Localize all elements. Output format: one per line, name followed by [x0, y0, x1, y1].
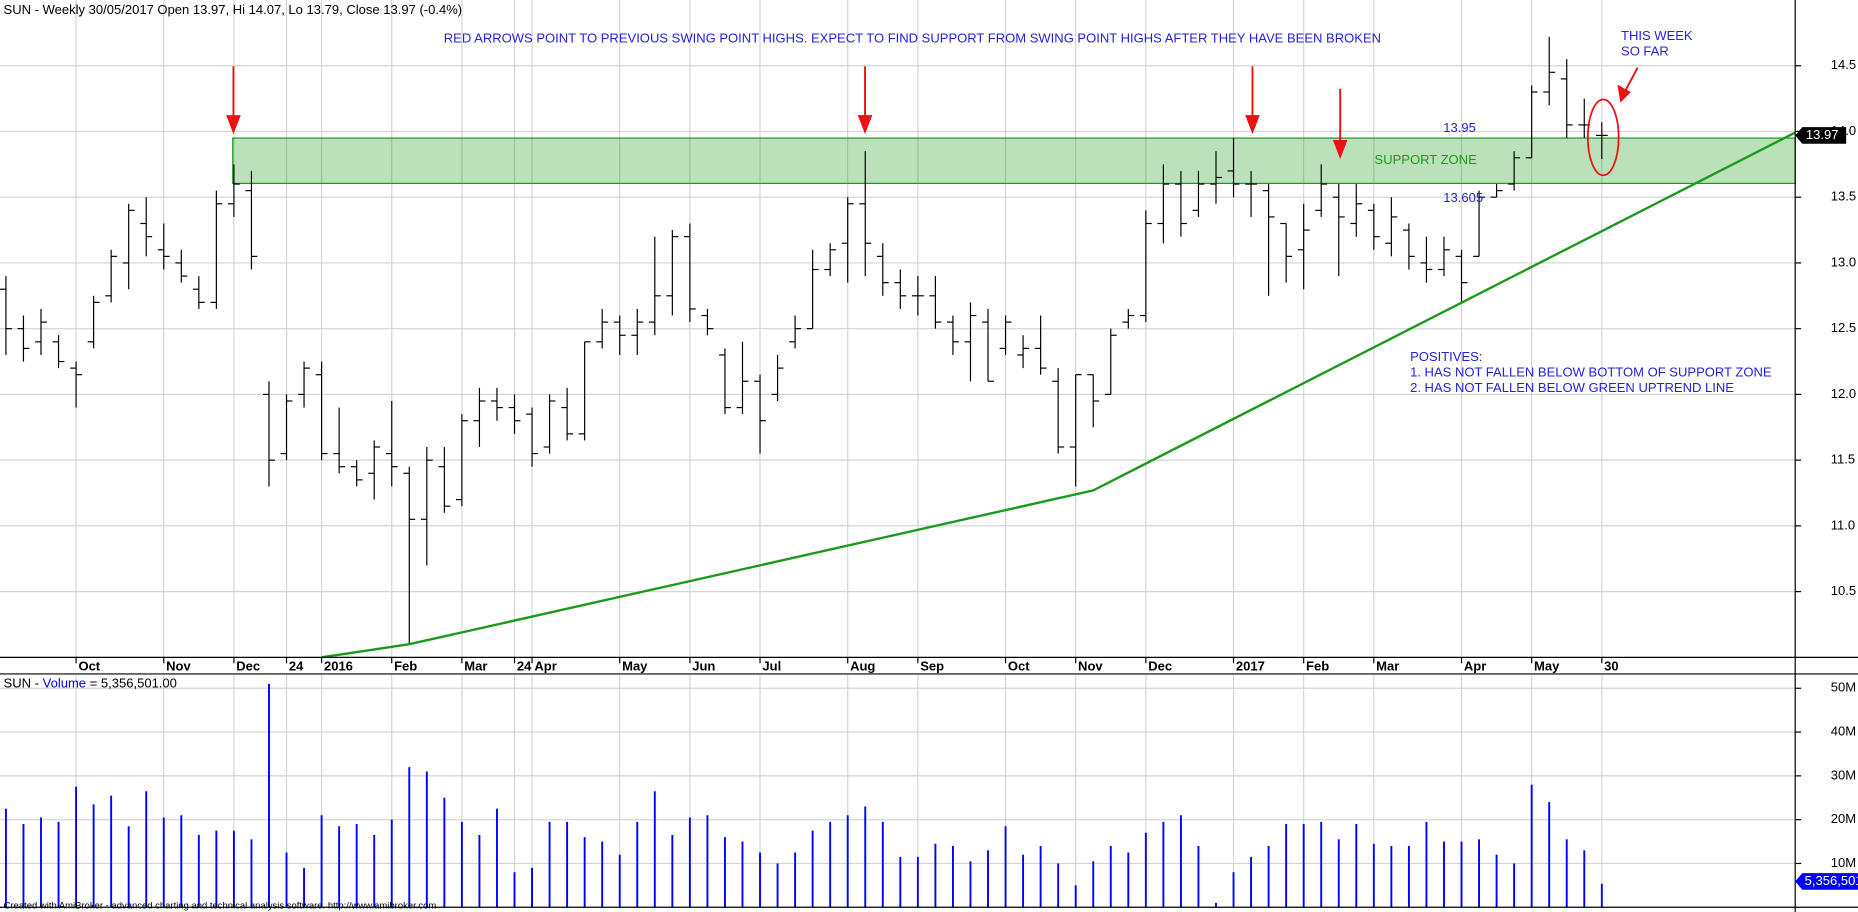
highlight-ellipse	[1586, 98, 1620, 177]
y-tick-label: 13.0	[1831, 254, 1856, 269]
y-tick-label: 30M	[1831, 767, 1856, 782]
annotation: 1. HAS NOT FALLEN BELOW BOTTOM OF SUPPOR…	[1410, 365, 1772, 380]
y-tick-label: 40M	[1831, 723, 1856, 738]
zone-value-label: 13.605	[1443, 190, 1483, 205]
arrow	[1624, 67, 1639, 91]
arrow-head	[226, 115, 241, 135]
x-tick-label: Aug	[850, 658, 875, 673]
x-tick-label: Apr	[534, 658, 556, 673]
arrow-head	[1332, 139, 1348, 159]
y-tick-label: 50M	[1831, 680, 1856, 695]
y-tick-label: 10.5	[1831, 583, 1856, 598]
x-tick-label: Dec	[236, 658, 260, 673]
last-price-box	[1795, 127, 1847, 144]
x-tick-label: Feb	[1306, 658, 1329, 673]
x-tick-label: Nov	[166, 658, 191, 673]
volume-title-part: SUN -	[4, 676, 43, 691]
y-tick-label: 14.5	[1831, 57, 1856, 72]
footer: Created with AmiBroker - advanced charti…	[4, 901, 437, 912]
annotation: 2. HAS NOT FALLEN BELOW GREEN UPTREND LI…	[1410, 380, 1734, 395]
x-tick-label: May	[622, 658, 648, 673]
uptrend-line	[321, 131, 1796, 658]
annotation: POSITIVES:	[1410, 349, 1482, 364]
y-tick-label: 11.0	[1831, 517, 1855, 532]
zone-value-label: 13.95	[1443, 120, 1476, 135]
annotation: THIS WEEK	[1621, 28, 1693, 43]
x-tick-label: 2016	[324, 658, 353, 673]
x-tick-label: 2017	[1236, 658, 1265, 673]
x-tick-label: Feb	[394, 658, 417, 673]
y-tick-label: 12.5	[1831, 320, 1856, 335]
last-price-label: 13.97	[1806, 127, 1839, 142]
support-zone-layer	[232, 137, 1796, 184]
arrow-head	[1617, 84, 1631, 103]
arrow-head	[857, 115, 873, 135]
x-tick-label: Mar	[1376, 658, 1399, 673]
overlay	[226, 66, 1639, 177]
x-tick-label: 24	[517, 658, 532, 673]
y-tick-label: 20M	[1831, 811, 1856, 826]
support-zone	[232, 137, 1796, 184]
last-volume-box	[1795, 873, 1858, 890]
x-tick-label: Mar	[464, 658, 487, 673]
x-tick-label: 24	[289, 658, 304, 673]
zone-label: SUPPORT ZONE	[1375, 152, 1478, 167]
chart-title: SUN - Weekly 30/05/2017 Open 13.97, Hi 1…	[4, 2, 463, 17]
annotation: SO FAR	[1621, 44, 1669, 59]
volume-title: SUN - Volume = 5,356,501.00	[4, 676, 177, 691]
y-tick-label: 13.5	[1831, 189, 1856, 204]
x-tick-label: Jul	[762, 658, 781, 673]
volume-title-part: = 5,356,501.00	[86, 676, 177, 691]
x-tick-label: Nov	[1078, 658, 1103, 673]
x-tick-label: Dec	[1148, 658, 1172, 673]
x-tick-label: Oct	[1008, 658, 1030, 673]
arrow-head	[1245, 115, 1260, 135]
volume-bars	[4, 683, 1603, 908]
x-tick-label: May	[1534, 658, 1560, 673]
y-tick-label: 11.5	[1831, 452, 1855, 467]
y-tick-label: 12.0	[1831, 386, 1856, 401]
y-tick-label: 10M	[1831, 855, 1856, 870]
x-tick-label: Sep	[920, 658, 944, 673]
x-tick-label: Apr	[1464, 658, 1486, 673]
price-bars	[0, 36, 1796, 658]
x-tick-label: 30	[1604, 658, 1618, 673]
last-volume-label: 5,356,501	[1805, 873, 1858, 888]
x-tick-label: Jun	[692, 658, 715, 673]
annotation: RED ARROWS POINT TO PREVIOUS SWING POINT…	[444, 31, 1381, 46]
x-tick-label: Oct	[78, 658, 100, 673]
volume-title-part: Volume	[43, 676, 86, 691]
red-arrows	[226, 66, 1639, 159]
